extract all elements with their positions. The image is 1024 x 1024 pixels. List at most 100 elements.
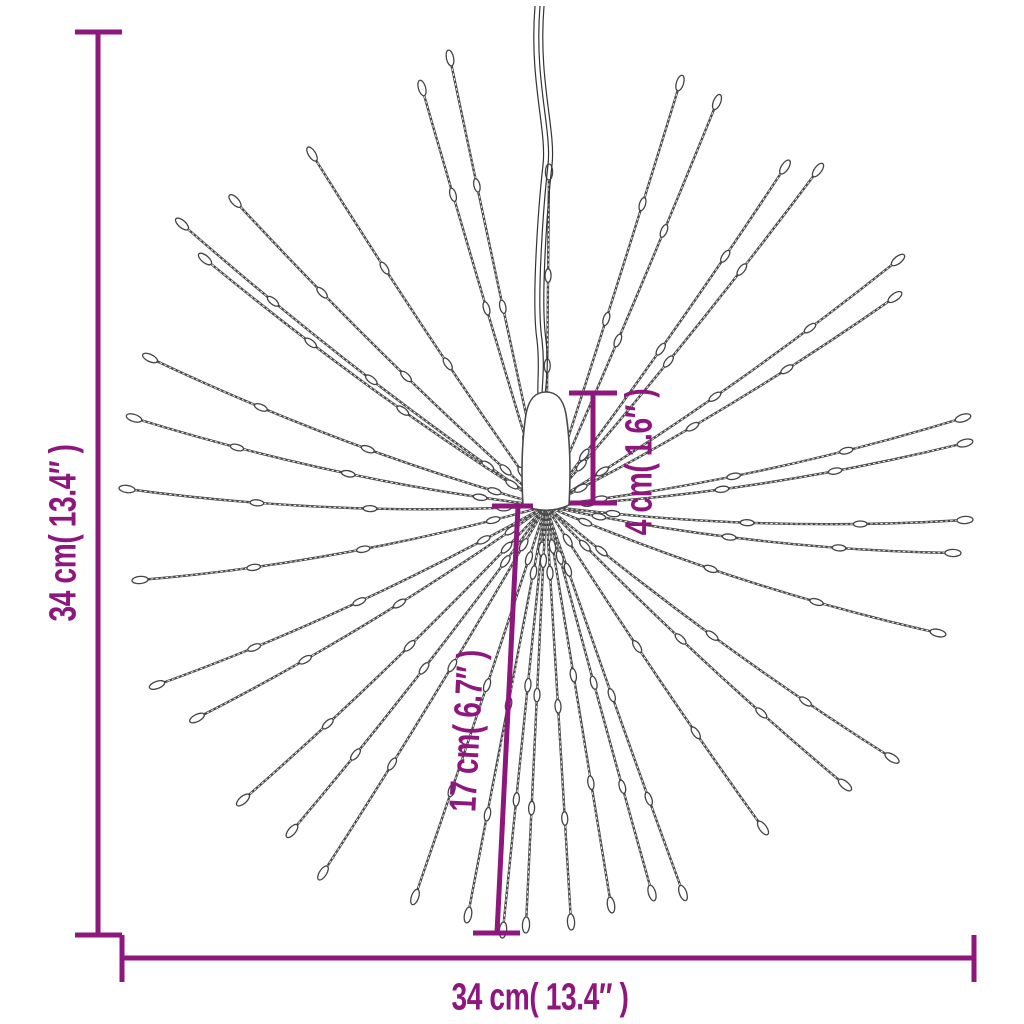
led-bulb	[595, 466, 609, 477]
led-bulb	[838, 446, 854, 455]
width-dimension-line	[119, 935, 977, 982]
led-bulb	[613, 333, 623, 348]
led-bulb	[476, 535, 491, 545]
led-bulb	[884, 752, 900, 764]
led-bulb	[638, 196, 647, 212]
led-bulb	[189, 712, 205, 724]
led-bulb	[827, 467, 843, 475]
light-branch	[317, 505, 548, 881]
led-bulb	[578, 539, 591, 552]
led-bulb	[755, 707, 768, 719]
led-bulb	[524, 551, 534, 566]
led-bulb	[554, 698, 562, 714]
led-bulb	[675, 74, 685, 92]
led-bulb	[148, 680, 166, 690]
led-bulb	[285, 823, 299, 839]
connector-height-label: 4 cm( 1.6″ )	[618, 388, 661, 536]
led-bulb	[546, 565, 554, 581]
led-bulb	[589, 675, 598, 691]
led-bulb	[606, 896, 616, 914]
light-branch	[228, 193, 547, 507]
led-bulb	[736, 263, 748, 276]
led-bulb	[253, 402, 268, 412]
led-bulb	[756, 820, 770, 836]
led-bulb	[677, 884, 689, 902]
light-branch	[235, 505, 547, 807]
led-bulb	[131, 575, 149, 585]
led-bulb	[417, 79, 427, 97]
led-bulb	[482, 301, 491, 316]
led-bulb	[304, 337, 318, 349]
led-bulb	[690, 726, 701, 740]
light-branch	[125, 413, 547, 508]
led-bulb	[447, 783, 456, 798]
led-bulb	[228, 193, 242, 209]
branch-dimension-line	[473, 503, 533, 936]
led-bulb	[463, 906, 473, 924]
light-branch	[148, 504, 547, 690]
led-bulb	[499, 464, 512, 476]
led-bulb	[521, 916, 531, 934]
led-bulb	[125, 413, 143, 423]
light-branch	[544, 505, 576, 931]
light-branch	[131, 504, 547, 585]
led-bulb	[410, 888, 420, 906]
led-bulb	[887, 290, 903, 304]
led-bulb	[352, 597, 367, 607]
led-bulb	[607, 688, 617, 703]
led-bulb	[929, 628, 947, 638]
led-bulb	[355, 545, 371, 554]
light-branch	[174, 217, 547, 507]
led-bulb	[499, 555, 511, 568]
led-bulb	[662, 355, 674, 368]
led-bulb	[566, 913, 576, 931]
light-branch	[544, 505, 616, 914]
led-bulb	[562, 533, 573, 547]
led-bulb	[956, 438, 974, 448]
light-branch	[545, 505, 853, 792]
led-bulb	[578, 517, 593, 527]
led-bulb	[533, 687, 541, 703]
connector-dimension-line	[569, 390, 617, 506]
height-dimension-line	[75, 29, 122, 938]
led-bulb	[726, 472, 741, 481]
led-bulb	[569, 667, 578, 683]
led-bulb	[591, 512, 607, 521]
led-bulb	[831, 544, 847, 552]
led-bulb	[485, 516, 501, 525]
led-bulb	[445, 49, 455, 67]
led-bulb	[890, 253, 906, 267]
light-branch	[545, 413, 972, 508]
led-bulb	[809, 597, 824, 607]
led-bulb	[644, 791, 654, 806]
light-branch	[545, 505, 900, 764]
led-bulb	[655, 342, 666, 356]
led-bulb	[229, 443, 245, 452]
led-bulb	[798, 696, 813, 707]
led-bulb	[518, 537, 529, 552]
light-branch	[545, 504, 962, 558]
led-bulb	[659, 223, 669, 238]
led-bulb	[487, 487, 502, 496]
led-bulb	[647, 884, 657, 902]
led-bulb	[711, 93, 723, 111]
led-bulb	[316, 286, 328, 299]
led-bulb	[674, 633, 687, 645]
led-bulb	[500, 541, 513, 554]
led-bulb	[396, 405, 410, 416]
led-bulb	[524, 677, 532, 693]
total-width-label: 34 cm( 13.4″ )	[451, 976, 629, 1019]
light-branch	[189, 505, 547, 724]
led-bulb	[340, 469, 356, 478]
led-bulb	[721, 533, 737, 541]
led-bulb	[306, 146, 318, 162]
led-bulb	[587, 775, 595, 791]
light-branch	[197, 252, 547, 508]
branch-length-label: 17 cm( 6.7″ )	[442, 649, 493, 813]
light-branch	[544, 505, 657, 902]
led-bulb	[837, 778, 853, 792]
power-connector	[521, 391, 571, 512]
led-bulb	[780, 364, 794, 375]
led-bulb	[472, 493, 488, 502]
